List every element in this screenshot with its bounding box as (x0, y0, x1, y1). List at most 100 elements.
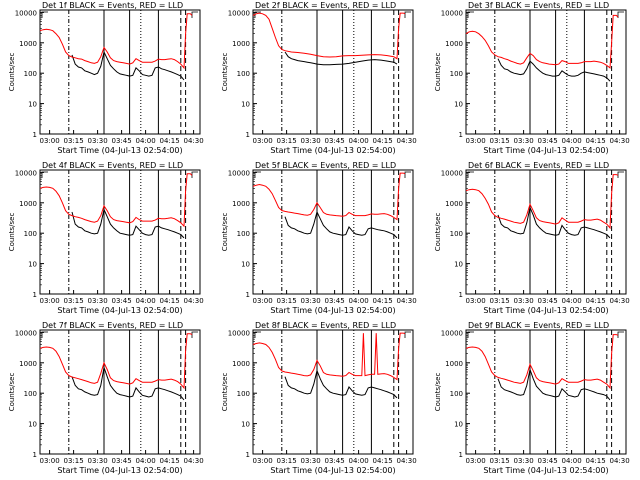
y-tick-label: 100 (24, 70, 37, 78)
series-lld-line (465, 334, 619, 390)
panel-det-9: Det 9f BLACK = Events, RED = LLD 1 10 100 10… (434, 321, 630, 475)
panel-det-8: Det 8f BLACK = Events, RED = LLD 1 10 100 10… (221, 321, 417, 475)
x-tick-label: 04:15 (160, 457, 180, 465)
panel-det-6: Det 6f BLACK = Events, RED = LLD 1 10 100 10… (434, 161, 630, 315)
y-tick-label: 10000 (15, 329, 37, 337)
x-tick-label: 04:30 (184, 297, 204, 305)
x-tick-label: 04:15 (586, 297, 606, 305)
corner-bracket (404, 331, 411, 338)
y-tick-label: 10000 (441, 329, 463, 337)
x-tick-label: 04:30 (610, 137, 630, 145)
x-tick-label: 04:00 (562, 297, 582, 305)
y-tick-label: 1 (246, 131, 250, 139)
series-lld-line (465, 14, 619, 69)
corner-bracket (41, 11, 48, 18)
y-tick-label: 1 (246, 451, 250, 459)
y-axis-label: Counts/sec (8, 53, 16, 92)
x-tick-label: 03:45 (112, 137, 132, 145)
y-tick-label: 1 (33, 131, 37, 139)
x-tick-label: 03:15 (277, 297, 297, 305)
y-tick-label: 1000 (19, 360, 37, 368)
y-tick-label: 10000 (15, 169, 37, 177)
y-tick-label: 100 (237, 70, 250, 78)
x-tick-label: 03:30 (88, 457, 108, 465)
y-tick-label: 10 (454, 261, 463, 269)
panel-det-1: Det 1f BLACK = Events, RED = LLD 1 10 100 10… (8, 1, 204, 155)
x-tick-label: 04:00 (136, 457, 156, 465)
x-tick-label: 04:15 (373, 297, 393, 305)
x-tick-label: 03:00 (253, 457, 273, 465)
x-tick-label: 04:00 (349, 457, 369, 465)
x-tick-label: 03:45 (325, 457, 345, 465)
x-tick-label: 03:45 (112, 297, 132, 305)
series-events-line (71, 50, 185, 81)
corner-bracket (254, 331, 261, 338)
y-tick-label: 10 (454, 421, 463, 429)
series-lld-line (39, 333, 193, 390)
y-tick-label: 100 (24, 230, 37, 238)
x-tick-label: 03:00 (253, 297, 273, 305)
series-events-line (284, 210, 398, 239)
x-tick-label: 04:30 (184, 137, 204, 145)
y-tick-label: 10 (241, 421, 250, 429)
x-tick-label: 03:30 (514, 137, 534, 145)
x-tick-label: 03:30 (301, 457, 321, 465)
y-tick-label: 10000 (228, 169, 250, 177)
y-tick-label: 1000 (232, 200, 250, 208)
x-tick-label: 04:00 (562, 137, 582, 145)
x-tick-label: 04:30 (397, 137, 417, 145)
x-axis-label: Start Time (04-Jul-13 02:54:00) (57, 146, 182, 155)
x-tick-label: 03:00 (253, 137, 273, 145)
y-tick-label: 100 (24, 390, 37, 398)
x-tick-label: 03:00 (40, 297, 60, 305)
x-tick-label: 04:15 (373, 137, 393, 145)
x-tick-label: 03:15 (64, 457, 84, 465)
series-lld-line (39, 173, 193, 228)
x-tick-label: 03:45 (538, 297, 558, 305)
x-tick-label: 03:30 (514, 297, 534, 305)
x-tick-label: 03:30 (301, 137, 321, 145)
series-lld-line (252, 172, 406, 221)
panel-title: Det 1f BLACK = Events, RED = LLD (42, 1, 183, 10)
x-tick-label: 03:00 (466, 137, 486, 145)
x-tick-label: 04:30 (610, 457, 630, 465)
x-tick-label: 04:15 (373, 457, 393, 465)
corner-bracket (191, 171, 198, 178)
y-axis-label: Counts/sec (434, 53, 442, 92)
x-tick-label: 04:30 (184, 457, 204, 465)
y-tick-label: 1 (33, 291, 37, 299)
series-events-line (497, 205, 611, 239)
x-tick-label: 04:00 (349, 137, 369, 145)
panel-title: Det 6f BLACK = Events, RED = LLD (468, 161, 609, 170)
x-tick-label: 03:15 (64, 297, 84, 305)
y-tick-label: 10000 (15, 9, 37, 17)
x-tick-label: 04:00 (562, 457, 582, 465)
x-axis-label: Start Time (04-Jul-13 02:54:00) (270, 466, 395, 475)
y-tick-label: 10000 (441, 169, 463, 177)
x-axis-label: Start Time (04-Jul-13 02:54:00) (57, 306, 182, 315)
series-events-line (284, 369, 398, 399)
series-lld-line (465, 174, 619, 230)
y-tick-label: 1000 (19, 200, 37, 208)
x-tick-label: 03:15 (277, 457, 297, 465)
x-tick-label: 03:45 (325, 297, 345, 305)
x-tick-label: 03:00 (40, 137, 60, 145)
x-tick-label: 03:00 (466, 297, 486, 305)
x-axis-label: Start Time (04-Jul-13 02:54:00) (270, 146, 395, 155)
y-axis-label: Counts/sec (434, 213, 442, 252)
x-axis-label: Start Time (04-Jul-13 02:54:00) (483, 466, 608, 475)
panel-det-4: Det 4f BLACK = Events, RED = LLD 1 10 100 10… (8, 161, 204, 315)
x-tick-label: 04:30 (610, 297, 630, 305)
y-tick-label: 1000 (445, 360, 463, 368)
series-events-line (71, 207, 185, 239)
series-events-line (497, 367, 611, 401)
plot-frame (465, 329, 627, 455)
x-tick-label: 04:00 (349, 297, 369, 305)
panel-det-2: Det 2f BLACK = Events, RED = LLD 1 10 100 10… (221, 1, 417, 155)
panel-title: Det 4f BLACK = Events, RED = LLD (42, 161, 183, 170)
x-tick-label: 03:45 (538, 137, 558, 145)
y-tick-label: 10 (28, 421, 37, 429)
x-tick-label: 04:15 (160, 297, 180, 305)
y-tick-label: 10 (28, 261, 37, 269)
series-lld-line (252, 332, 406, 381)
